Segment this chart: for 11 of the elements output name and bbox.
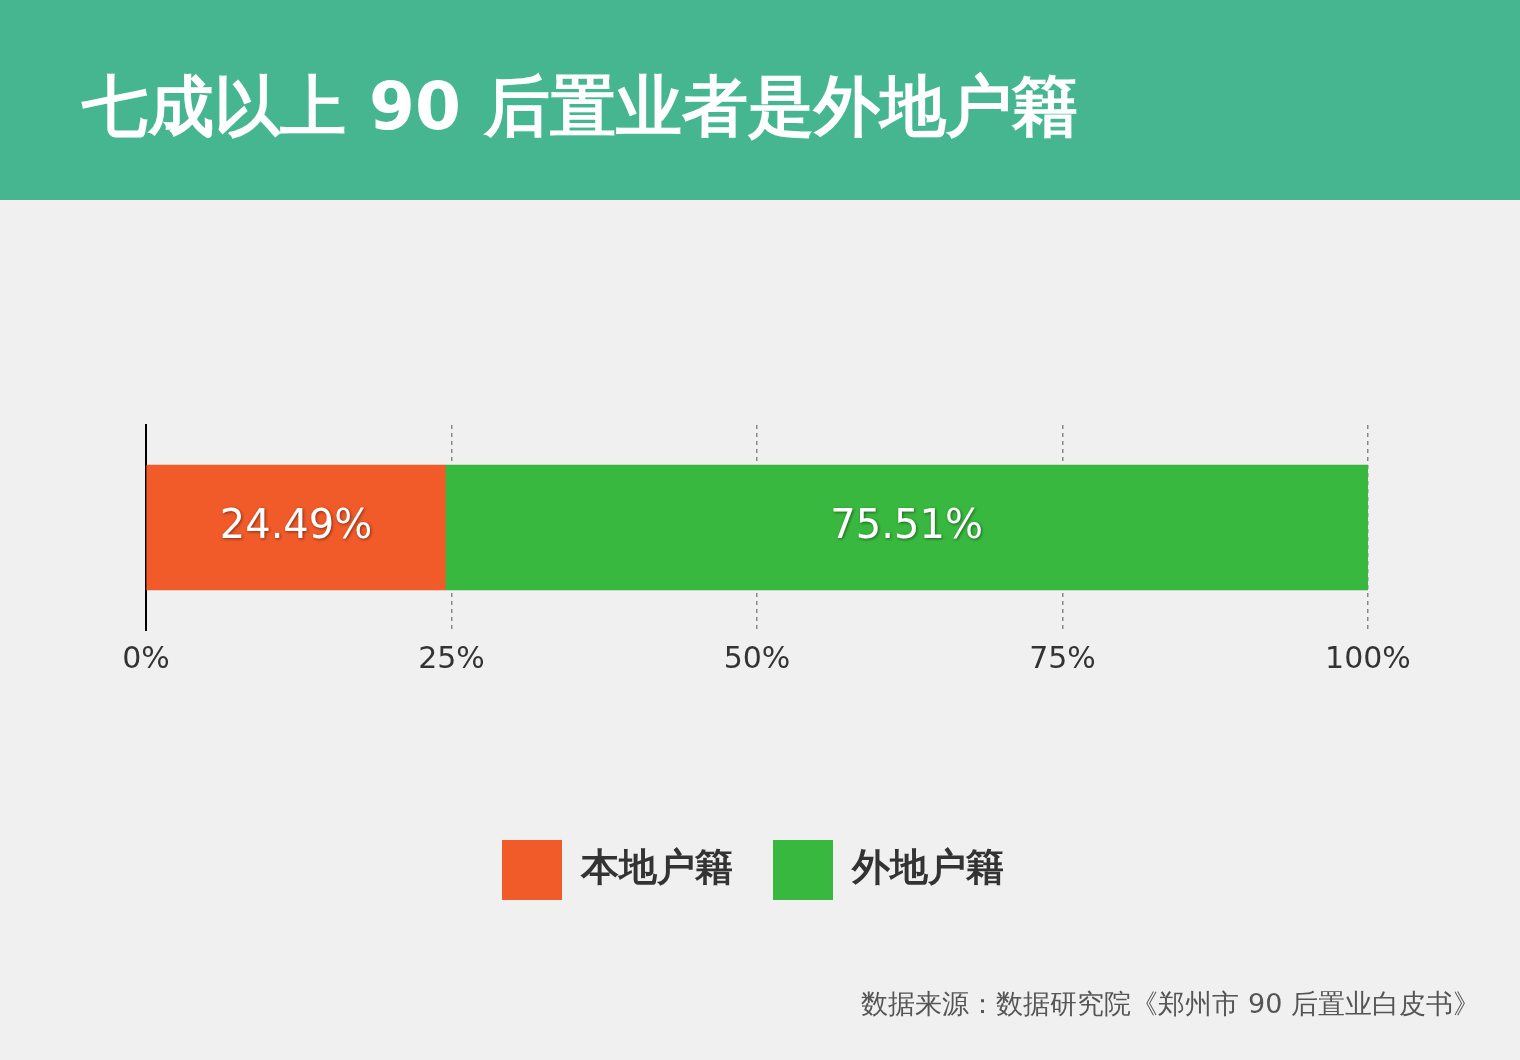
data-label: 24.49% [219,500,373,547]
data-label: 75.51% [830,500,983,547]
x-tick-label: 0% [122,639,170,675]
chart-title: 七成以上 90 后置业者是外地户籍 [0,0,1520,200]
x-tick-label: 100% [1325,639,1411,675]
legend-label: 本地户籍 [580,844,733,889]
legend-label: 外地户籍 [851,844,1004,889]
source-note: 数据来源：数据研究院《郑州市 90 后置业白皮书》 [861,987,1480,1021]
x-tick-label: 25% [418,639,485,675]
x-tick-label: 50% [723,639,791,675]
x-tick-label: 75% [1029,639,1096,675]
